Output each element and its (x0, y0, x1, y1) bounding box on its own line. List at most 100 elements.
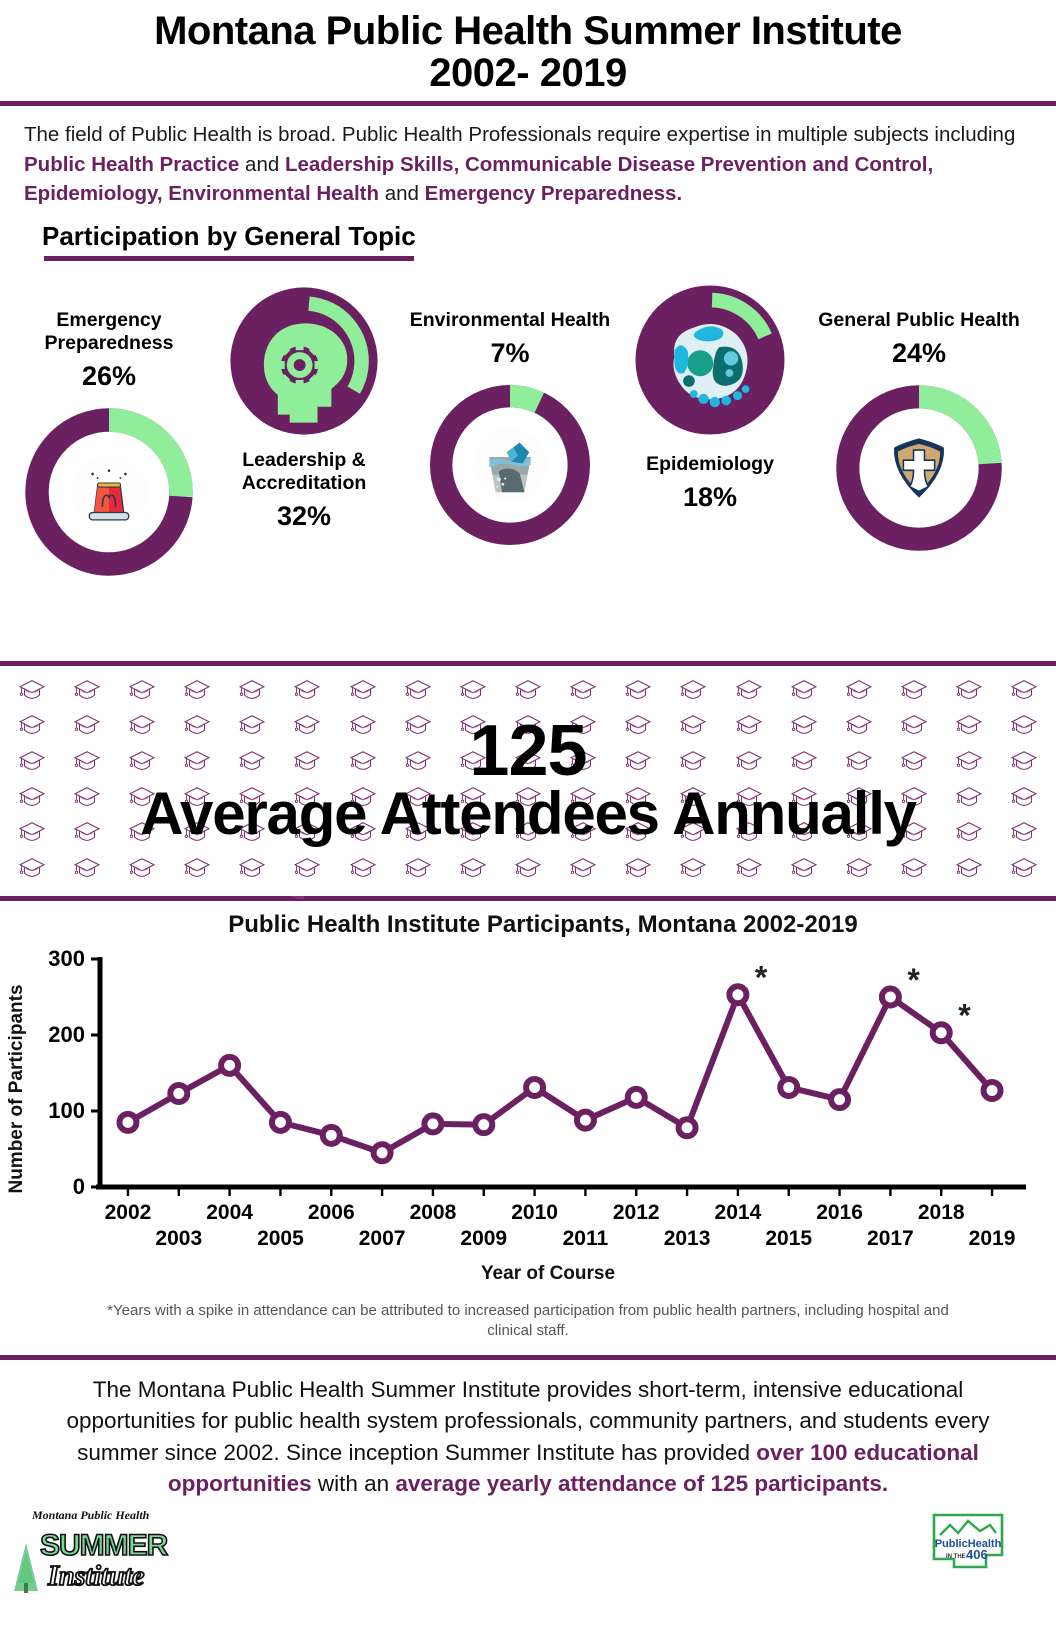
graduation-cap-icon (445, 745, 500, 781)
graduation-cap-icon (556, 674, 611, 710)
closing-highlight-2: average yearly attendance of 125 partici… (395, 1470, 889, 1496)
donut-percent-1: 32% (276, 500, 332, 531)
page-header: Montana Public Health Summer Institute 2… (0, 0, 1056, 101)
chart-x-tick-label: 2011 (563, 1227, 609, 1250)
chart-data-line (124, 991, 996, 1156)
graduation-cap-icon (59, 710, 114, 746)
graduation-cap-icon (887, 674, 942, 710)
line-chart-svg: 0100200300200220032004200520062007200820… (48, 946, 1026, 1250)
graduation-cap-icon (721, 674, 776, 710)
logo-right-line3-text: 406 (966, 1547, 988, 1562)
graduation-cap-icon (114, 710, 169, 746)
chart-x-tick-label: 2012 (613, 1201, 660, 1224)
graduation-cap-icon (114, 852, 169, 888)
graduation-cap-icon (390, 852, 445, 888)
topic-title-underline (44, 255, 414, 261)
graduation-cap-icon (942, 852, 997, 888)
chart-data-point (421, 1112, 445, 1136)
chart-x-tick-label: 2005 (257, 1227, 304, 1250)
svg-text:Institute: Institute (47, 1561, 144, 1592)
donut-chart-row: Emergency Preparedness 26% (0, 261, 1056, 899)
graduation-cap-icon (611, 674, 666, 710)
donut-percent-4: 24% (891, 337, 947, 368)
chart-y-tick-label: 100 (48, 1098, 85, 1123)
graduation-cap-icon (500, 674, 555, 710)
summer-institute-logo: Montana Public Health SUMMER Institute (10, 1505, 220, 1602)
graduation-cap-icon (335, 817, 390, 853)
chart-y-tick-label: 300 (48, 946, 85, 971)
graduation-cap-icon (225, 781, 280, 817)
water-pollution-icon (470, 425, 550, 505)
graduation-cap-icon (997, 710, 1052, 746)
graduation-cap-icon (666, 817, 721, 853)
graduation-cap-icon (335, 674, 390, 710)
chart-data-point (116, 1110, 140, 1134)
graduation-cap-icon (721, 710, 776, 746)
donut-ring-3 (612, 279, 808, 441)
graduation-cap-icon (390, 674, 445, 710)
chart-data-point (268, 1110, 292, 1134)
intro-text-1: The field of Public Health is broad. Pub… (24, 122, 1016, 146)
chart-data-point (980, 1078, 1004, 1102)
chart-data-point (828, 1088, 852, 1112)
chart-data-point (370, 1141, 394, 1165)
chart-x-tick-label: 2018 (918, 1201, 965, 1224)
graduation-cap-icon (4, 781, 59, 817)
graduation-cap-icon (721, 852, 776, 888)
graduation-cap-icon (500, 781, 555, 817)
graduation-cap-icon (280, 710, 335, 746)
graduation-cap-icon (225, 852, 280, 888)
graduation-cap-icon (4, 710, 59, 746)
chart-data-point (929, 1021, 953, 1045)
chart-data-point (319, 1123, 343, 1147)
donut-percent-2: 7% (490, 337, 530, 368)
graduation-cap-icon (666, 710, 721, 746)
chart-x-tick-label: 2003 (155, 1227, 202, 1250)
graduation-cap-icon (390, 710, 445, 746)
graduation-cap-icon (114, 674, 169, 710)
intro-highlight-2: Leadership Skills, Communicable Disease … (24, 152, 934, 206)
divider-above-caps (0, 660, 1056, 666)
graduation-cap-icon (776, 745, 831, 781)
logo-right-line2-text: IN THE (946, 1554, 966, 1560)
graduation-cap-icon (280, 745, 335, 781)
divider-under-title (0, 100, 1056, 106)
graduation-cap-pattern (0, 666, 1056, 896)
graduation-cap-icon (831, 817, 886, 853)
graduation-cap-icon (390, 781, 445, 817)
graduation-cap-icon (666, 781, 721, 817)
graduation-cap-icon (556, 817, 611, 853)
graduation-cap-icon (500, 710, 555, 746)
graduation-cap-icon (169, 674, 224, 710)
chart-x-tick-label: 2006 (308, 1201, 355, 1224)
divider-above-chart (0, 895, 1056, 901)
logo-row: Montana Public Health SUMMER Institute P… (0, 1499, 1056, 1603)
chart-x-axis-label: Year of Course (480, 1262, 616, 1284)
topic-section-header: Participation by General Topic (0, 219, 1056, 252)
chart-x-tick-label: 2016 (816, 1201, 863, 1224)
graduation-cap-icon (225, 710, 280, 746)
chart-y-axis-label: Number of Participants (6, 984, 27, 1194)
chart-data-point (167, 1081, 191, 1105)
topic-section-title: Participation by General Topic (42, 220, 416, 251)
graduation-cap-icon (776, 710, 831, 746)
graduation-cap-icon (556, 710, 611, 746)
participants-chart-section: Public Health Institute Participants, Mo… (0, 901, 1056, 1342)
graduation-cap-icon (169, 710, 224, 746)
donut-environmental-health: Environmental Health 7% (400, 309, 620, 551)
graduation-cap-icon (942, 674, 997, 710)
graduation-cap-icon (169, 745, 224, 781)
graduation-cap-icon (59, 852, 114, 888)
logo-left-line1-text: Montana Public Health (31, 1508, 150, 1522)
graduation-cap-icon (611, 745, 666, 781)
intro-highlight-1: Public Health Practice (24, 152, 240, 176)
graduation-cap-icon (887, 781, 942, 817)
graduation-cap-icon (776, 852, 831, 888)
chart-data-point (624, 1085, 648, 1109)
graduation-cap-icon (169, 852, 224, 888)
chart-x-tick-label: 2009 (460, 1227, 507, 1250)
graduation-cap-icon (280, 817, 335, 853)
closing-paragraph: The Montana Public Health Summer Institu… (28, 1374, 1028, 1498)
chart-data-point (777, 1075, 801, 1099)
graduation-cap-icon (114, 817, 169, 853)
